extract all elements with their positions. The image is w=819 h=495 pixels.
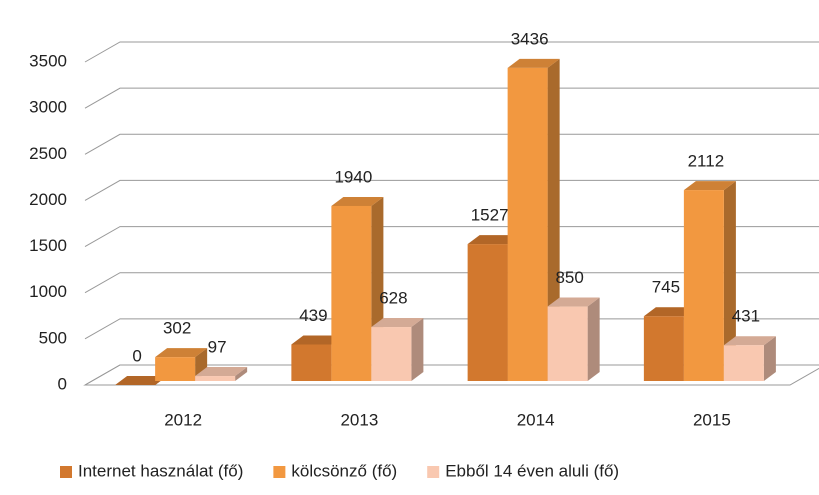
bar-side-shade [235, 367, 248, 381]
bar-front [723, 345, 764, 381]
bar-top-shade [643, 307, 696, 317]
bar [195, 367, 248, 381]
bar [683, 181, 736, 381]
legend-label: Internet használat (fő) [78, 461, 243, 480]
grid-line [84, 272, 819, 294]
bar-top [371, 318, 424, 328]
x-tick-label: 2014 [517, 410, 555, 429]
bar-front [155, 357, 196, 381]
value-label: 1527 [471, 206, 509, 225]
bar-front [291, 344, 332, 381]
bar-front [467, 244, 508, 381]
bar-top [115, 376, 168, 385]
bar-top-shade [371, 318, 424, 328]
grid-line [84, 87, 819, 109]
y-tick-label: 500 [39, 328, 67, 347]
bar-top-shade [195, 367, 248, 377]
x-tick-label: 2013 [340, 410, 378, 429]
bar-front [507, 67, 548, 382]
legend-swatch [273, 466, 286, 478]
bar-top [331, 196, 384, 206]
bar-side [235, 367, 248, 381]
bar-top [195, 367, 248, 377]
value-label: 302 [163, 319, 191, 338]
grid-line [84, 41, 819, 63]
bar-side [763, 336, 776, 381]
y-tick-label: 3500 [29, 51, 67, 70]
value-label: 97 [208, 338, 227, 357]
bar-top-shade [467, 235, 520, 245]
y-tick-label: 1000 [29, 282, 67, 301]
legend-swatch [60, 466, 72, 478]
legend-swatch [427, 466, 440, 478]
value-label: 431 [732, 307, 760, 326]
value-label: 0 [132, 346, 141, 365]
bar-top-shade [155, 348, 208, 358]
bar-side [587, 297, 600, 381]
y-tick-label: 0 [58, 374, 67, 393]
x-tick-label: 2012 [164, 410, 202, 429]
value-label: 628 [379, 289, 407, 308]
bar-front [643, 316, 684, 381]
bar-side-shade [411, 318, 424, 381]
bar-top-shade [331, 196, 384, 206]
y-tick-label: 3000 [29, 98, 67, 117]
bar-top [643, 307, 696, 317]
bar-front [683, 190, 724, 381]
bar-side-shade [587, 297, 600, 381]
legend-label: kölcsönző (fő) [291, 461, 397, 480]
bar-side [723, 181, 736, 381]
bar-front [371, 327, 412, 381]
value-label: 439 [299, 306, 327, 325]
bar-side [411, 318, 424, 381]
bar-top-shade [115, 376, 168, 385]
value-label: 2112 [688, 152, 725, 171]
bar-top [723, 336, 776, 346]
grid-line [84, 226, 819, 248]
bar-top-shade [547, 297, 600, 307]
y-tick-label: 2000 [29, 190, 67, 209]
value-label: 850 [555, 268, 583, 287]
y-tick-label: 1500 [29, 236, 67, 255]
value-label: 1940 [334, 167, 372, 186]
bar-top [467, 235, 520, 245]
bar-top-shade [683, 181, 736, 191]
bar [547, 297, 600, 381]
value-label: 3436 [511, 29, 549, 48]
bar-front [331, 205, 372, 381]
bar-front [195, 376, 236, 381]
bar [371, 318, 424, 381]
grid-line [84, 179, 819, 201]
value-label: 745 [652, 278, 680, 297]
bar-top [507, 58, 560, 68]
bar [723, 336, 776, 381]
bar [155, 348, 208, 381]
bar-top-shade [507, 58, 560, 68]
bar-side-shade [723, 181, 736, 381]
bar-top [155, 348, 208, 358]
x-tick-label: 2015 [693, 410, 731, 429]
grid-line [84, 133, 819, 155]
bar-top [547, 297, 600, 307]
bar-top [683, 181, 736, 191]
bar-top-shade [291, 335, 344, 345]
legend-label: Ebből 14 éven aluli (fő) [445, 461, 619, 480]
bar-front [547, 306, 588, 381]
bar-top-shade [723, 336, 776, 346]
bar-top [291, 335, 344, 345]
y-tick-label: 2500 [29, 144, 67, 163]
bar-side-shade [763, 336, 776, 381]
